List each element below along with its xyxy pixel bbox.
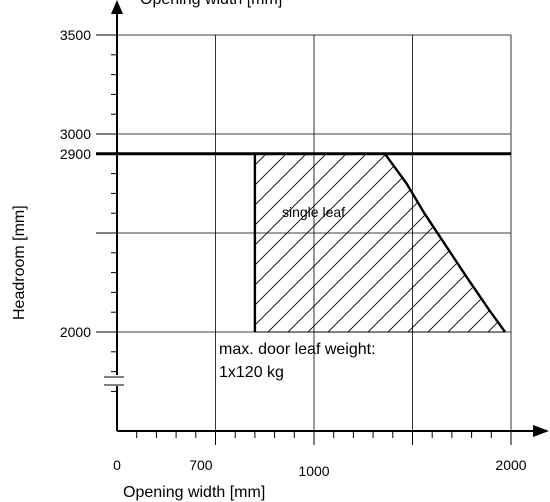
x-tick-label: 2000 (495, 457, 526, 473)
x-axis-label: Opening width [mm] (123, 484, 265, 501)
y-tick-label: 3500 (60, 27, 91, 43)
y-axis-arrow (111, 0, 123, 14)
y-tick-label: 2000 (60, 324, 91, 340)
x-tick-label: 700 (189, 457, 213, 473)
x-tick-label: 1000 (298, 463, 329, 479)
y-tick-label: 2900 (60, 146, 91, 162)
annotation-line-1: max. door leaf weight: (219, 341, 376, 358)
region-fill (255, 154, 505, 332)
single-leaf-region (255, 154, 505, 332)
y-axis-label: Headroom [mm] (11, 205, 28, 320)
region-label: single leaf (282, 204, 345, 220)
x-tick-label: 0 (113, 457, 121, 473)
chart-title: Opening width [mm] (140, 0, 282, 8)
y-tick-label: 3000 (60, 126, 91, 142)
annotation-line-2: 1x120 kg (219, 364, 284, 381)
x-axis-arrow (533, 425, 549, 437)
